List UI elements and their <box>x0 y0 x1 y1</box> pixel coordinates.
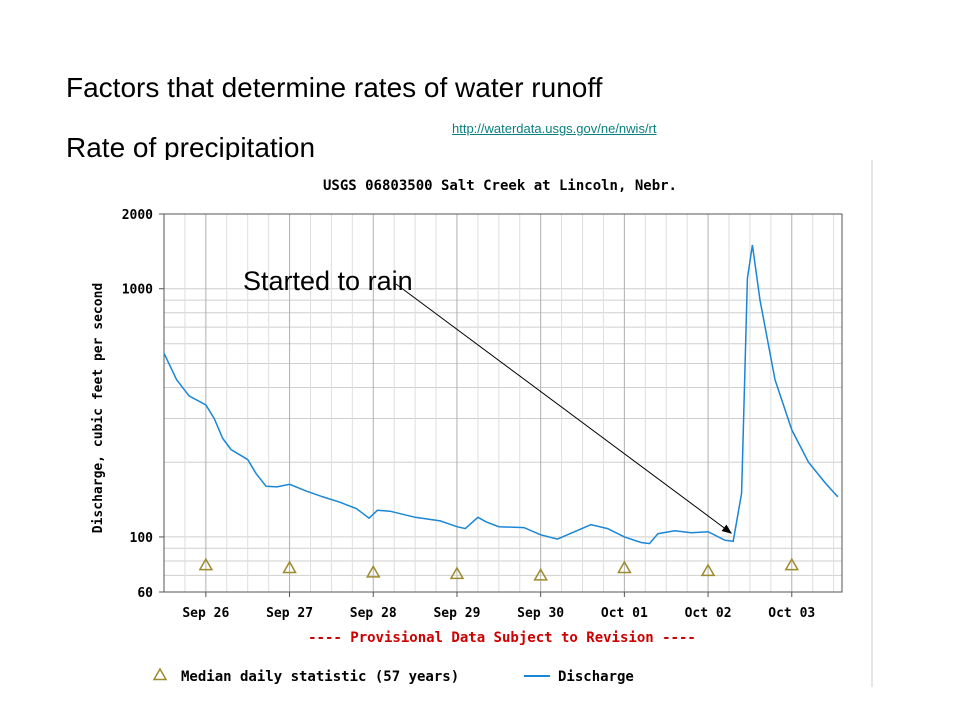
legend: Median daily statistic (57 years) Dischar… <box>152 667 634 685</box>
source-link[interactable]: http://waterdata.usgs.gov/ne/nwis/rt <box>452 121 657 136</box>
x-tick-label: Oct 01 <box>601 606 648 621</box>
slide-title: Factors that determine rates of water ru… <box>66 72 603 103</box>
median-marker <box>198 557 214 571</box>
chart-background <box>66 160 872 687</box>
grid <box>164 214 842 592</box>
median-marker <box>282 560 297 574</box>
x-tick-label: Sep 29 <box>433 606 480 621</box>
x-tick-label: Oct 02 <box>685 606 732 621</box>
median-marker <box>784 557 800 571</box>
median-marker <box>449 566 465 580</box>
median-marker <box>533 567 548 581</box>
median-marker <box>365 564 381 578</box>
x-tick-label: Sep 30 <box>517 606 564 621</box>
annotation-arrow <box>395 283 733 534</box>
chart-title: USGS 06803500 Salt Creek at Lincoln, Neb… <box>323 178 677 194</box>
median-marker <box>700 563 716 577</box>
median-marker <box>617 560 632 574</box>
legend-median-symbol <box>152 667 168 681</box>
y-axis: 2000 1000 100 60 <box>122 208 164 601</box>
median-markers <box>198 557 800 581</box>
x-axis: Sep 26 Sep 27 Sep 28 Sep 29 Sep 30 Oct 01 Oct … <box>182 592 815 621</box>
provisional-notice: ---- Provisional Data Subject to Revisio… <box>308 630 696 646</box>
y-axis-label: Discharge, cubic feet per second <box>91 283 106 533</box>
y-tick-label: 2000 <box>122 208 153 223</box>
annotation-text: Started to rain <box>243 266 413 296</box>
legend-median-label: Median daily statistic (57 years) <box>181 669 459 685</box>
y-tick-label: 100 <box>130 531 154 546</box>
plot-frame <box>163 213 843 593</box>
y-tick-label: 60 <box>137 586 153 601</box>
discharge-series-line <box>163 244 839 545</box>
x-tick-label: Sep 28 <box>350 606 397 621</box>
slide-subtitle: Rate of precipitation <box>66 132 316 161</box>
y-tick-label: 1000 <box>122 283 153 298</box>
x-tick-label: Sep 27 <box>266 606 313 621</box>
legend-discharge-label: Discharge <box>558 669 634 685</box>
x-tick-label: Sep 26 <box>182 606 229 621</box>
x-tick-label: Oct 03 <box>768 606 815 621</box>
